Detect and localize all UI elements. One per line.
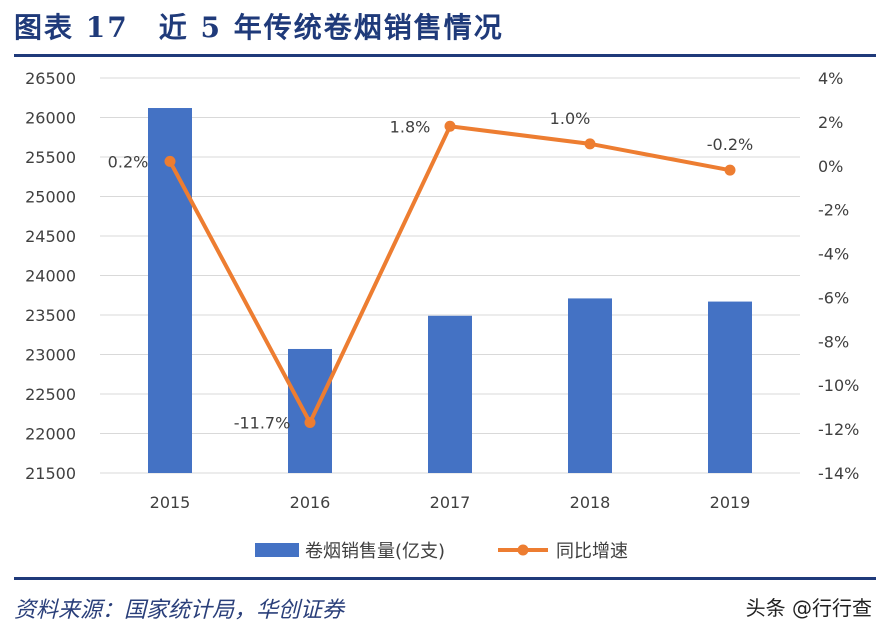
- data-label: -11.7%: [234, 414, 291, 433]
- left-tick-label: 21500: [25, 464, 76, 483]
- title-rule: [14, 54, 876, 57]
- bar-2018: [568, 298, 612, 473]
- data-label: 1.8%: [390, 117, 431, 136]
- growth-point-2015: [164, 155, 176, 167]
- chart-svg: 21500 22000 22500 23000 23500 24000 24500 25000…: [25, 69, 859, 562]
- x-tick-label: 2018: [570, 493, 611, 512]
- left-tick-label: 22500: [25, 385, 76, 404]
- left-tick-label: 25500: [25, 148, 76, 167]
- bar-2017: [428, 315, 472, 473]
- source-note: 资料来源：国家统计局，华创证券: [14, 598, 345, 623]
- growth-point-2017: [444, 120, 456, 132]
- left-tick-label: 22000: [25, 425, 76, 444]
- right-tick-label: -12%: [818, 420, 859, 439]
- right-tick-label: -2%: [818, 201, 849, 220]
- x-tick-label: 2015: [150, 493, 191, 512]
- figure-title: 图表 17 近 5 年传统卷烟销售情况: [14, 11, 504, 44]
- x-tick-label: 2016: [290, 493, 331, 512]
- left-tick-label: 23500: [25, 306, 76, 325]
- growth-point-2016: [304, 417, 316, 429]
- watermark: 头条 @行行查: [745, 596, 872, 620]
- right-tick-label: 0%: [818, 157, 843, 176]
- growth-point-2018: [584, 138, 596, 150]
- x-tick-label: 2019: [710, 493, 751, 512]
- bar-2016: [288, 348, 332, 473]
- legend-bar-label: 卷烟销售量(亿支): [305, 541, 445, 562]
- source-rule: [14, 577, 876, 580]
- right-tick-label: 4%: [818, 69, 843, 88]
- data-label: 1.0%: [550, 109, 591, 128]
- left-tick-label: 25000: [25, 188, 76, 207]
- legend-bar-swatch: [255, 543, 299, 557]
- growth-point-2019: [724, 164, 736, 176]
- legend-line-marker: [517, 544, 529, 556]
- right-tick-label: -4%: [818, 245, 849, 264]
- bar-2019: [708, 301, 752, 473]
- right-tick-label: -10%: [818, 376, 859, 395]
- right-tick-label: -8%: [818, 332, 849, 351]
- left-tick-label: 24000: [25, 267, 76, 286]
- left-tick-label: 26500: [25, 69, 76, 88]
- left-tick-label: 24500: [25, 227, 76, 246]
- bar-2015: [148, 108, 192, 474]
- right-tick-label: -14%: [818, 464, 859, 483]
- left-tick-label: 23000: [25, 346, 76, 365]
- legend-line-label: 同比增速: [556, 541, 628, 562]
- data-label: -0.2%: [707, 135, 753, 154]
- x-tick-label: 2017: [430, 493, 471, 512]
- left-tick-label: 26000: [25, 109, 76, 128]
- data-label: 0.2%: [108, 152, 149, 171]
- right-tick-label: -6%: [818, 288, 849, 307]
- right-tick-label: 2%: [818, 113, 843, 132]
